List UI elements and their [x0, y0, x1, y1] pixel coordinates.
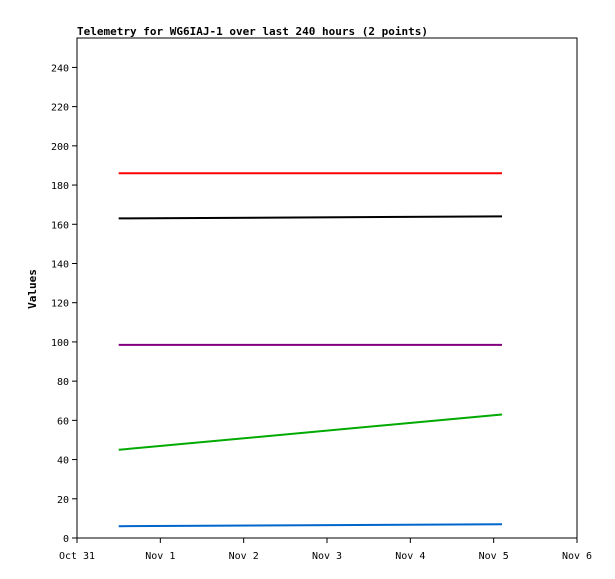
y-axis-label: Values: [26, 269, 39, 309]
y-tick-label: 120: [51, 299, 69, 310]
y-tick-label: 60: [57, 416, 69, 427]
chart-title: Telemetry for WG6IAJ-1 over last 240 hou…: [77, 25, 428, 38]
y-tick-label: 160: [51, 220, 69, 231]
x-axis-ticks: Oct 31 Nov 1 Nov 2 Nov 3 Nov 4 Nov 5 Nov 6: [59, 538, 592, 562]
x-tick-label: Nov 3: [312, 551, 342, 562]
x-tick-label: Oct 31: [59, 551, 95, 562]
x-tick-label: Nov 2: [229, 551, 259, 562]
x-tick-label: Nov 4: [395, 551, 425, 562]
y-tick-label: 0: [63, 534, 69, 545]
x-tick-label: Nov 6: [562, 551, 592, 562]
y-tick-label: 80: [57, 377, 69, 388]
y-axis-ticks: 0 20 40 60 80 100 120 140 160 180 200 220 240: [51, 63, 77, 545]
y-tick-label: 200: [51, 142, 69, 153]
y-tick-label: 220: [51, 103, 69, 114]
plot-frame: [76, 37, 578, 539]
y-tick-label: 140: [51, 259, 69, 270]
series-line-2: [118, 215, 503, 220]
x-tick-label: Nov 5: [479, 551, 509, 562]
y-tick-label: 100: [51, 338, 69, 349]
y-tick-label: 240: [51, 63, 69, 74]
series-line-5: [118, 523, 503, 528]
series-lines: [118, 172, 503, 528]
x-tick-label: Nov 1: [145, 551, 175, 562]
y-tick-label: 180: [51, 181, 69, 192]
series-line-4: [118, 413, 503, 451]
y-tick-label: 20: [57, 495, 69, 506]
y-tick-label: 40: [57, 456, 69, 467]
